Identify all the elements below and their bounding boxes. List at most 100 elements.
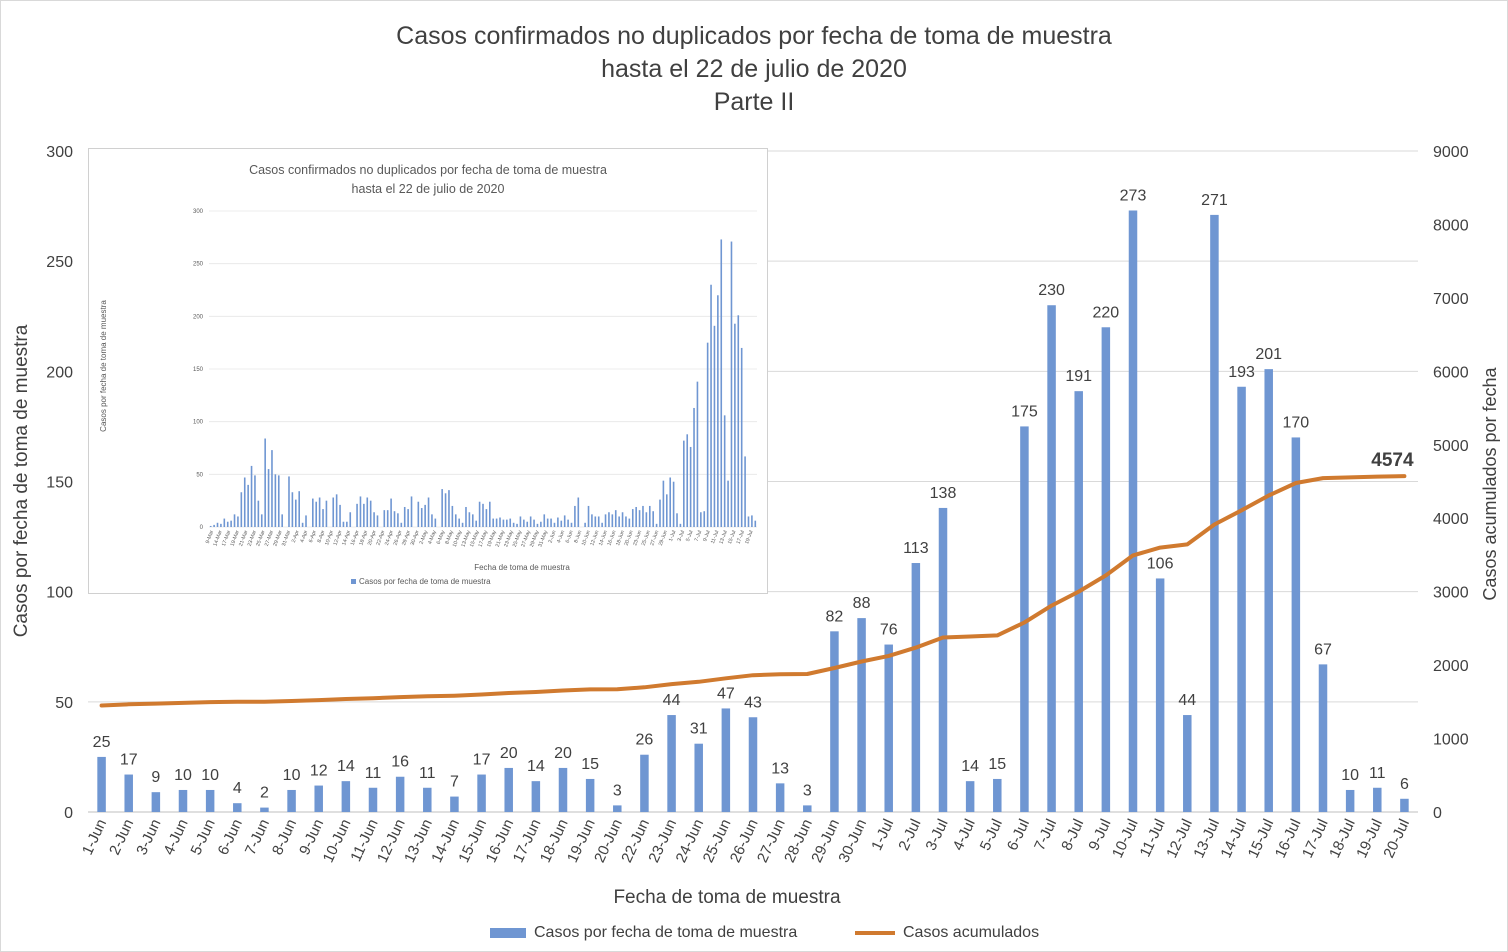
y-tick-label: 300 — [46, 144, 73, 161]
inset-bar — [560, 520, 563, 527]
inset-bar — [237, 516, 239, 527]
inset-x-tick: 14-Mar — [212, 529, 223, 547]
inset-bar — [390, 498, 392, 527]
bar-data-label: 271 — [1201, 192, 1228, 209]
inset-bar — [706, 342, 709, 527]
inset-bar — [294, 499, 297, 527]
y2-tick-label: 3000 — [1433, 585, 1469, 602]
inset-bar — [281, 514, 283, 527]
inset-x-tick: 21-Mar — [238, 529, 249, 547]
inset-bar — [587, 505, 590, 527]
y2-tick-label: 4000 — [1433, 511, 1469, 528]
inset-x-tick: 17-Jul — [736, 530, 746, 545]
inset-y-tick: 250 — [193, 262, 204, 268]
inset-bar — [666, 494, 668, 527]
inset-x-tick: 25-Jun — [641, 530, 652, 547]
legend-swatch-line — [855, 931, 895, 935]
inset-bar — [533, 519, 535, 527]
bar — [1291, 437, 1301, 812]
inset-bar — [506, 519, 508, 527]
bar-data-label: 15 — [988, 756, 1006, 773]
inset-bar — [618, 516, 620, 527]
inset-x-tick: 29-Mar — [272, 529, 283, 547]
inset-bar — [369, 500, 372, 527]
inset-x-tick: 17-May — [478, 529, 490, 548]
bar-data-label: 82 — [826, 608, 844, 625]
inset-bar — [335, 494, 338, 527]
inset-y-tick: 200 — [193, 314, 204, 320]
inset-x-tick: 31-Mar — [281, 529, 292, 547]
inset-bar — [499, 517, 501, 527]
y-axis-title: Casos por fecha de toma de muestra — [11, 324, 32, 637]
inset-x-tick: 2-Apr — [291, 529, 301, 543]
inset-x-tick: 25-Mar — [255, 529, 266, 547]
inset-y-tick: 50 — [196, 472, 203, 478]
inset-x-tick: 7-Jul — [694, 530, 703, 543]
bar — [1318, 664, 1328, 812]
bar-data-label: 3 — [613, 782, 622, 799]
bar — [151, 792, 161, 812]
bar-data-label: 2 — [260, 785, 269, 802]
inset-bar — [529, 516, 532, 527]
inset-title-line-2: hasta el 22 de julio de 2020 — [351, 182, 505, 196]
inset-bar — [676, 513, 678, 527]
bar-data-label: 11 — [1369, 765, 1386, 782]
legend: Casos por fecha de toma de muestra Casos… — [0, 924, 1508, 946]
bar — [585, 778, 595, 812]
inset-bar — [223, 518, 226, 527]
inset-bar — [301, 522, 304, 527]
inset-bar — [247, 484, 249, 527]
bar — [1237, 386, 1246, 812]
bar — [775, 783, 785, 812]
bar-data-label: 4 — [233, 780, 242, 797]
inset-bar — [608, 512, 610, 527]
inset-bar — [431, 514, 433, 527]
x-tick-label: 6-Jul — [1004, 817, 1033, 854]
bar-data-label: 191 — [1065, 368, 1092, 385]
inset-bar — [366, 497, 369, 527]
inset-bar — [451, 505, 454, 527]
inset-bar — [604, 514, 607, 527]
inset-bar — [621, 512, 624, 527]
inset-bar — [383, 510, 386, 527]
inset-title: Casos confirmados no duplicados por fech… — [89, 161, 767, 199]
inset-bar — [288, 476, 290, 527]
inset-x-tick: 27-Mar — [264, 529, 275, 547]
y2-tick-label: 2000 — [1433, 658, 1469, 675]
inset-bar — [410, 496, 413, 527]
bar-data-label: 113 — [903, 540, 929, 557]
inset-bar — [482, 503, 484, 527]
inset-bar — [669, 477, 672, 527]
bar-data-label: 10 — [1341, 767, 1359, 784]
inset-bar — [209, 525, 212, 527]
x-tick-label: 5-Jun — [187, 817, 218, 858]
inset-bar — [686, 434, 689, 527]
bar — [1210, 214, 1219, 812]
inset-bar — [727, 480, 729, 527]
inset-bar — [257, 500, 260, 527]
inset-bar — [468, 512, 471, 527]
inset-bar — [441, 489, 443, 527]
inset-bar — [397, 513, 399, 527]
bar — [884, 644, 893, 812]
bar — [558, 767, 568, 812]
inset-bar — [543, 514, 546, 527]
title-line-3: Parte II — [713, 88, 795, 116]
inset-x-tick: 17-Mar — [221, 529, 232, 547]
inset-x-tick: 16-Jun — [607, 530, 618, 547]
inset-x-tick: 6-Apr — [308, 529, 318, 543]
inset-bar — [648, 505, 651, 527]
bar-data-label: 26 — [636, 732, 654, 749]
inset-bar — [417, 501, 420, 527]
inset-x-tick: 18-Apr — [358, 529, 369, 546]
inset-bar — [512, 522, 515, 527]
inset-bar — [325, 500, 328, 527]
bar — [205, 789, 215, 812]
inset-bar — [601, 522, 603, 527]
inset-chart: Casos confirmados no duplicados por fech… — [88, 148, 768, 594]
inset-bar — [454, 514, 457, 527]
inset-bar — [642, 505, 644, 527]
inset-x-tick: 22-Apr — [375, 529, 386, 546]
bar-data-label: 44 — [1178, 692, 1196, 709]
inset-bar — [407, 509, 409, 527]
